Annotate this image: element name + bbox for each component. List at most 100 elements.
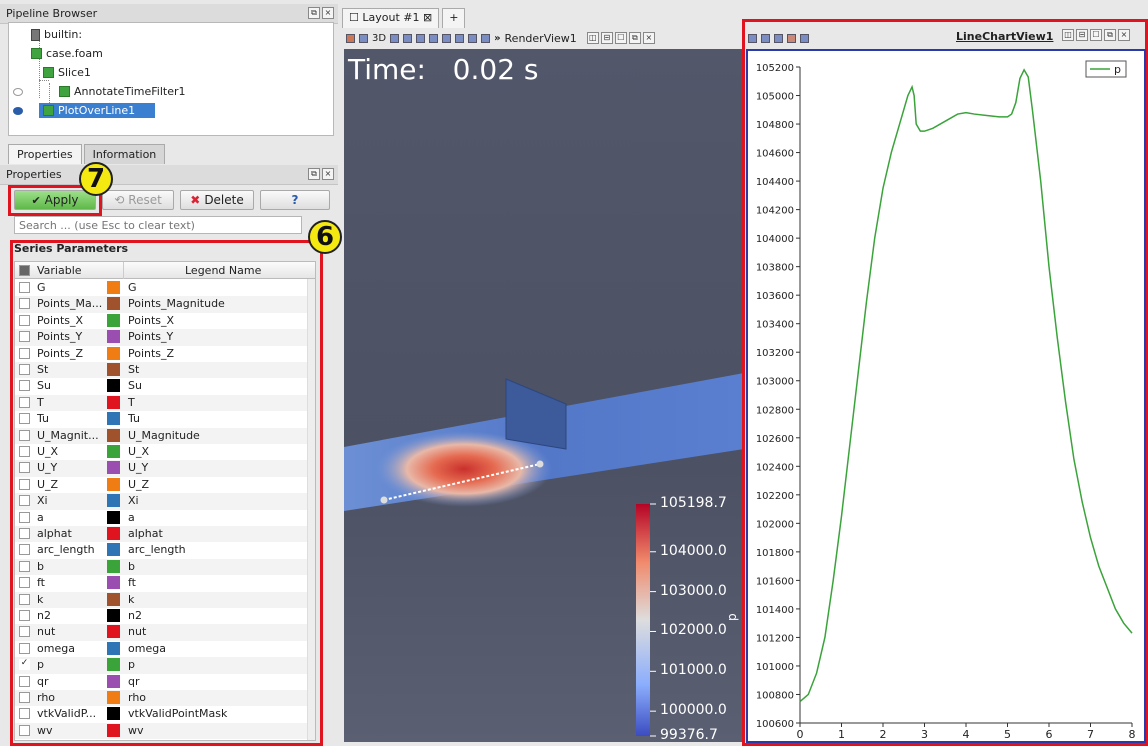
more-tools-icon[interactable]: » — [494, 32, 501, 44]
series-color-swatch[interactable] — [107, 707, 120, 721]
series-color-swatch[interactable] — [107, 658, 120, 672]
series-color-swatch[interactable] — [107, 428, 120, 442]
series-row[interactable]: wv wv — [15, 722, 315, 740]
series-checkbox[interactable] — [19, 593, 30, 605]
series-color-swatch[interactable] — [107, 313, 120, 327]
series-row[interactable]: Su Su — [15, 378, 315, 394]
series-checkbox[interactable] — [19, 511, 30, 523]
series-legend-name[interactable]: vtkValidPointMask — [128, 707, 228, 721]
line-chart[interactable]: 100600 100800 101000 101200 101400 101600 1018… — [746, 49, 1146, 743]
series-legend-name[interactable]: Points_Z — [128, 346, 175, 360]
series-legend-name[interactable]: wv — [128, 723, 144, 737]
series-checkbox[interactable] — [19, 314, 30, 326]
series-row[interactable]: arc_length arc_length — [15, 542, 315, 558]
undock-icon[interactable]: ⧉ — [628, 32, 641, 44]
undock-icon[interactable]: ⧉ — [1104, 29, 1116, 41]
tab-information[interactable]: Information — [83, 144, 166, 164]
series-legend-name[interactable]: Tu — [128, 412, 141, 426]
series-legend-name[interactable]: omega — [128, 641, 166, 655]
series-checkbox[interactable] — [19, 577, 30, 589]
series-legend-name[interactable]: U_X — [128, 445, 150, 458]
close-icon[interactable]: ⊠ — [422, 11, 433, 24]
series-checkbox[interactable] — [19, 364, 30, 375]
series-checkbox[interactable] — [19, 708, 30, 720]
series-legend-name[interactable]: Xi — [128, 494, 139, 508]
split-horizontal-icon[interactable]: ◫ — [586, 32, 599, 44]
series-legend-name[interactable]: St — [128, 363, 140, 376]
series-checkbox[interactable] — [19, 610, 30, 621]
series-color-swatch[interactable] — [107, 281, 120, 294]
split-vertical-icon[interactable]: ⊟ — [600, 32, 613, 44]
delete-button[interactable]: ✖ Delete — [180, 190, 254, 210]
series-color-swatch[interactable] — [107, 592, 120, 606]
series-row[interactable]: St St — [15, 362, 315, 379]
undock-icon[interactable]: ⧉ — [308, 168, 320, 180]
series-color-swatch[interactable] — [107, 641, 120, 655]
series-checkbox[interactable] — [19, 675, 30, 687]
series-checkbox[interactable]: ✓ — [19, 658, 30, 671]
plot-over-line-probe[interactable] — [383, 463, 541, 501]
series-checkbox[interactable] — [19, 544, 30, 556]
series-legend-name[interactable]: Points_X — [128, 313, 175, 327]
series-legend-name[interactable]: arc_length — [128, 543, 186, 557]
series-legend-name[interactable]: Points_Magnitude — [128, 297, 225, 311]
series-row[interactable]: vtkValidP... vtkValidPointMask — [15, 706, 315, 722]
series-row[interactable]: qr qr — [15, 674, 315, 690]
probe-end-handle[interactable] — [536, 460, 544, 468]
undock-icon[interactable]: ⧉ — [308, 7, 320, 19]
interactive-select-icon[interactable] — [455, 33, 465, 43]
tab-properties[interactable]: Properties — [8, 144, 82, 164]
close-icon[interactable]: × — [322, 7, 334, 19]
series-color-swatch[interactable] — [107, 527, 120, 540]
series-row[interactable]: U_Y U_Y — [15, 460, 315, 477]
series-row[interactable]: n2 n2 — [15, 608, 315, 624]
series-color-swatch[interactable] — [107, 346, 120, 360]
series-row[interactable]: Points_X Points_X — [15, 313, 315, 329]
series-color-swatch[interactable] — [107, 330, 120, 344]
series-row[interactable]: ft ft — [15, 575, 315, 591]
series-color-swatch[interactable] — [107, 297, 120, 311]
chart-select-polygon-icon[interactable] — [774, 33, 783, 43]
series-checkbox[interactable] — [19, 347, 30, 359]
pipeline-item-annotatetimefilter1[interactable]: AnnotateTimeFilter1 — [13, 83, 186, 100]
series-legend-name[interactable]: T — [128, 395, 135, 409]
series-row[interactable]: rho rho — [15, 690, 315, 707]
series-row[interactable]: Xi Xi — [15, 493, 315, 510]
camera-icon[interactable] — [359, 33, 368, 43]
series-row[interactable]: alphat alphat — [15, 526, 315, 543]
series-legend-name[interactable]: b — [128, 559, 135, 573]
apply-button[interactable]: ✔ Apply — [14, 190, 96, 210]
select-cells-icon[interactable] — [403, 33, 413, 43]
grow-selection-icon[interactable] — [468, 33, 478, 43]
eye-closed-icon[interactable] — [13, 87, 23, 96]
series-checkbox[interactable] — [19, 446, 30, 457]
series-color-swatch[interactable] — [107, 691, 120, 704]
series-checkbox[interactable] — [19, 298, 30, 310]
series-checkbox[interactable] — [19, 396, 30, 408]
series-color-swatch[interactable] — [107, 576, 120, 590]
add-layout-tab[interactable]: + — [442, 8, 466, 28]
series-checkbox[interactable] — [19, 429, 30, 441]
series-checkbox[interactable] — [19, 462, 30, 474]
series-checkbox[interactable] — [19, 642, 30, 654]
series-row[interactable]: nut nut — [15, 624, 315, 641]
clear-selection-icon[interactable] — [481, 33, 491, 43]
series-color-swatch[interactable] — [107, 625, 120, 639]
series-row[interactable]: Tu Tu — [15, 411, 315, 427]
series-legend-name[interactable]: U_Magnitude — [128, 428, 200, 442]
series-checkbox[interactable] — [19, 724, 30, 736]
series-legend-name[interactable]: Su — [128, 379, 142, 393]
select-points-icon[interactable] — [416, 33, 426, 43]
series-row[interactable]: U_X U_X — [15, 444, 315, 460]
render-view-canvas[interactable]: Time: 0.02 s — [344, 49, 744, 742]
chart-settings-icon[interactable] — [800, 33, 809, 43]
series-color-swatch[interactable] — [107, 723, 120, 737]
series-checkbox[interactable] — [19, 478, 30, 490]
probe-start-handle[interactable] — [380, 496, 388, 504]
select-block-icon[interactable] — [442, 33, 452, 43]
